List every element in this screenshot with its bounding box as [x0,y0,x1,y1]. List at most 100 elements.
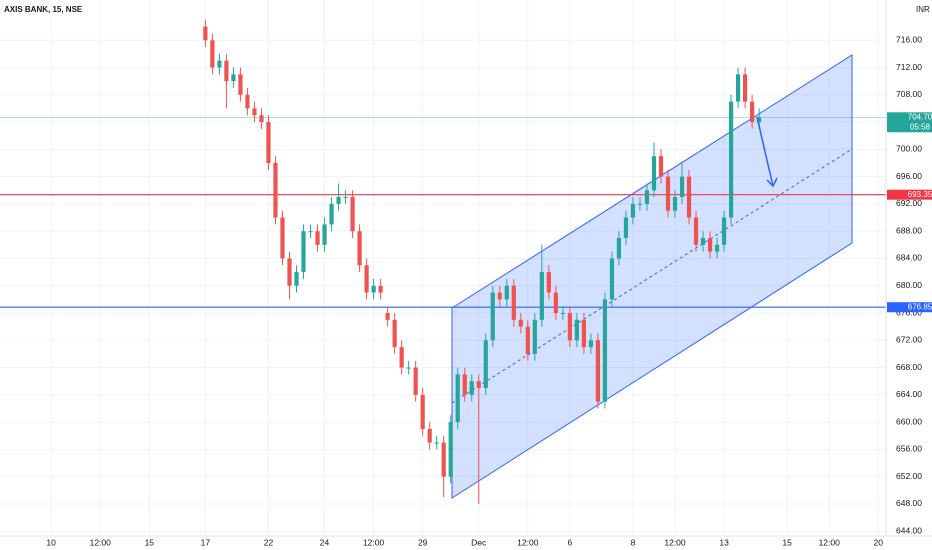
candle-body [686,176,692,218]
candle-body [266,122,271,163]
y-tick-label: 696.00 [896,171,922,181]
candle-body [294,272,299,286]
candle-body [427,428,432,443]
candle-body [238,74,243,95]
candle-body [224,60,229,82]
candle-body [574,319,579,341]
y-tick-label: 692.00 [896,198,922,208]
candle-body [483,340,488,389]
candles [203,19,762,504]
x-tick-label: 8 [631,537,636,547]
candle-body [406,367,411,369]
candle-body [637,203,643,205]
candle-body [448,422,453,477]
candle-body [525,326,530,354]
candle-body [672,197,678,211]
y-tick-label: 656.00 [896,444,922,454]
candle-body [609,258,615,300]
candle-body [392,319,397,348]
chart-title: AXIS BANK, 15, NSE [4,5,83,14]
y-tick-label: 644.00 [896,525,922,535]
currency: INR [916,5,930,14]
y-tick-label: 684.00 [896,253,922,263]
y-tick-label: 664.00 [896,389,922,399]
candle-body [743,74,748,102]
candle-body [301,231,306,273]
candle-body [217,60,222,68]
candle-body [511,285,516,320]
candle-body [595,340,601,402]
candle-body [357,231,362,266]
candle-body [581,319,586,348]
candle-body [336,197,341,204]
candle-body [714,244,720,252]
candle-body [644,190,650,204]
candle-body [651,156,657,191]
x-tick-label: 22 [264,537,274,547]
candle-body [728,101,734,218]
grid [0,0,886,536]
y-tick-label: 700.00 [896,144,922,154]
candle-body [735,74,741,102]
candle-body [518,319,523,327]
y-tick-label: 672.00 [896,335,922,345]
candle-body [399,347,404,368]
y-tick-label: 652.00 [896,471,922,481]
candle-body [322,224,327,245]
candle-body [455,374,460,423]
x-tick-label: 17 [201,537,211,547]
axes: 644.00 648.00 652.00 656.00 660.00 664.00 668.… [46,34,932,547]
candle-body [658,156,664,177]
candle-body [546,272,551,293]
candle-body [287,258,292,286]
candle-body [280,217,285,259]
candle-body [308,231,313,233]
candle-body [602,299,608,402]
arrow-head [766,177,778,188]
candle-body [476,381,481,389]
arrow [756,116,774,187]
x-tick-label: 12:00 [363,537,385,547]
x-tick-label: 15 [145,537,155,547]
candle-body [315,231,320,245]
candle-body [490,292,495,341]
x-tick-label: 12:00 [517,537,539,547]
y-tick-label: 668.00 [896,362,922,372]
candle-body [616,237,622,259]
candle-body [364,265,369,293]
candle-body [259,115,264,123]
price-label-box [887,112,932,133]
y-tick-label: 708.00 [896,89,922,99]
candle-body [588,340,594,348]
candle-body [532,319,537,354]
price-label: 693.35 [908,190,932,199]
y-tick-label: 660.00 [896,416,922,426]
candle-body [560,313,565,315]
candle-body [378,285,383,293]
x-tick-label: 15 [782,537,792,547]
candle-body [700,237,706,245]
x-tick-label: 20 [874,537,884,547]
candle-body [385,313,390,320]
y-tick-label: 676.00 [896,307,922,317]
x-tick-label: 24 [320,537,330,547]
candle-body [750,101,755,123]
price-label: 676.85 [908,302,932,311]
x-tick-label: 10 [46,537,56,547]
candle-body [210,40,215,68]
x-tick-label: 12:00 [819,537,841,547]
candle-body [273,162,278,218]
y-tick-label: 648.00 [896,498,922,508]
candle-body [413,367,418,395]
price-label-box [887,189,932,200]
candle-body [497,292,502,300]
candle-body [343,197,348,199]
candle-body [231,74,236,82]
candle-body [469,381,474,395]
y-tick-label: 712.00 [896,62,922,72]
candle-body [434,442,439,444]
candle-body [757,117,762,123]
candle-body [245,94,250,109]
